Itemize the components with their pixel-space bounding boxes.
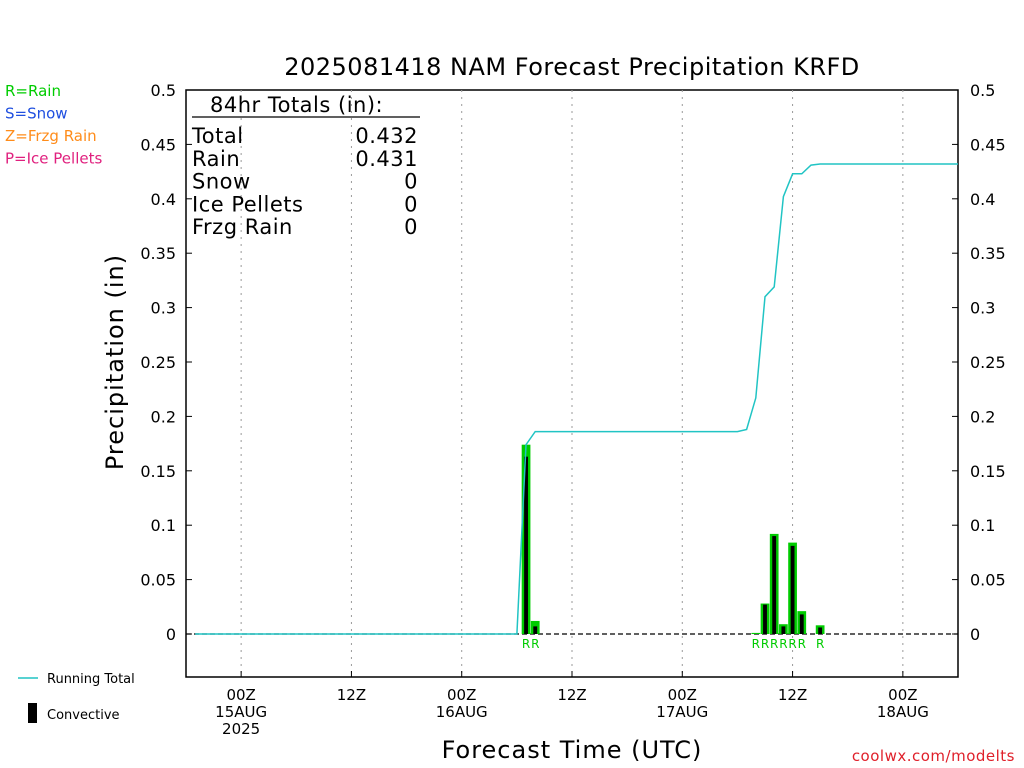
chart-title: 2025081418 NAM Forecast Precipitation KR…: [284, 53, 860, 81]
precip-type-label: R: [531, 637, 539, 651]
precip-legend-item: P=Ice Pellets: [5, 150, 102, 168]
totals-value: 0: [404, 215, 418, 239]
totals-label: Snow: [192, 170, 251, 194]
x-axis-label: Forecast Time (UTC): [442, 736, 703, 764]
y-tick-label-right: 0.2: [970, 407, 995, 426]
site-credit: coolwx.com/modelts: [852, 747, 1015, 765]
running-total-line: [195, 163, 958, 635]
convective-bar: [533, 626, 538, 634]
y-tick-label-right: 0.4: [970, 190, 995, 209]
x-tick-label: 00Z: [226, 686, 255, 704]
convective-bar: [790, 545, 795, 634]
x-tick-label: 16AUG: [436, 703, 488, 721]
precip-type-label: R: [798, 637, 806, 651]
convective-legend-swatch: [28, 703, 37, 723]
y-tick-label-left: 0.3: [151, 299, 176, 318]
precip-type-label: R: [779, 637, 787, 651]
y-tick-label-left: 0.45: [140, 135, 176, 154]
totals-value: 0.432: [355, 124, 418, 148]
y-tick-label-right: 0.05: [970, 571, 1006, 590]
x-tick-label: 00Z: [668, 686, 697, 704]
x-tick-label: 12Z: [557, 686, 586, 704]
x-tick-label: 12Z: [337, 686, 366, 704]
x-tick-label: 18AUG: [877, 703, 929, 721]
precip-type-label: R: [761, 637, 769, 651]
convective-bar: [524, 456, 528, 634]
totals-label: Frzg Rain: [192, 215, 293, 239]
convective-bar: [772, 536, 777, 634]
y-tick-label-left: 0: [166, 625, 176, 644]
x-tick-label: 00Z: [888, 686, 917, 704]
y-tick-label-right: 0.35: [970, 244, 1006, 263]
totals-header: 84hr Totals (in):: [210, 93, 383, 117]
totals-label: Ice Pellets: [192, 192, 303, 216]
x-tick-label: 15AUG: [215, 703, 267, 721]
totals-label: Total: [191, 124, 244, 148]
convective-bar: [799, 614, 804, 634]
y-tick-label-right: 0.15: [970, 462, 1006, 481]
x-tick-label: 2025: [222, 720, 260, 738]
y-tick-label-left: 0.05: [140, 571, 176, 590]
y-tick-label-right: 0.45: [970, 135, 1006, 154]
y-tick-label-right: 0.3: [970, 299, 995, 318]
y-tick-label-right: 0: [970, 625, 980, 644]
convective-bar: [818, 627, 823, 634]
y-tick-label-left: 0.5: [151, 81, 176, 100]
x-tick-label: 17AUG: [656, 703, 708, 721]
convective-bar: [781, 626, 786, 634]
totals-value: 0.431: [355, 147, 418, 171]
precip-type-label: R: [770, 637, 778, 651]
convective-bar: [763, 604, 767, 634]
y-tick-label-left: 0.25: [140, 353, 176, 372]
y-tick-label-left: 0.2: [151, 407, 176, 426]
precip-legend-item: Z=Frzg Rain: [5, 127, 97, 145]
y-tick-label-left: 0.35: [140, 244, 176, 263]
y-axis-label: Precipitation (in): [101, 254, 129, 470]
y-tick-label-left: 0.1: [151, 516, 176, 535]
totals-value: 0: [404, 170, 418, 194]
precip-legend-item: S=Snow: [5, 105, 68, 123]
x-tick-label: 12Z: [778, 686, 807, 704]
convective-legend-label: Convective: [47, 708, 120, 723]
precip-type-label: R: [522, 637, 530, 651]
y-tick-label-right: 0.25: [970, 353, 1006, 372]
precip-type-label: R: [788, 637, 796, 651]
precip-type-label: R: [752, 637, 760, 651]
running-total-legend-label: Running Total: [47, 672, 135, 687]
y-tick-label-right: 0.1: [970, 516, 995, 535]
y-tick-label-right: 0.5: [970, 81, 995, 100]
x-tick-label: 00Z: [447, 686, 476, 704]
precip-legend-item: R=Rain: [5, 82, 61, 100]
precip-type-label: R: [816, 637, 824, 651]
precip-bar: [751, 632, 761, 634]
y-tick-label-left: 0.15: [140, 462, 176, 481]
totals-label: Rain: [192, 147, 240, 171]
totals-value: 0: [404, 192, 418, 216]
y-tick-label-left: 0.4: [151, 190, 176, 209]
